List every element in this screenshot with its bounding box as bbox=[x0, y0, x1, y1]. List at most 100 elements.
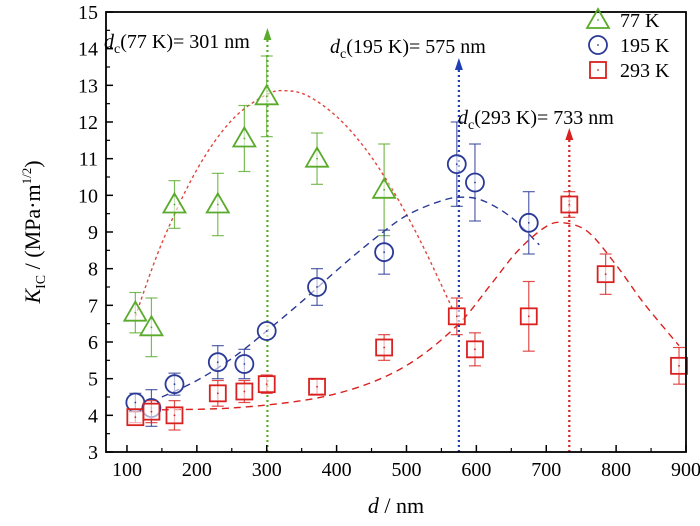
critical-size-label: dc(195 K)= 575 nm bbox=[330, 36, 486, 62]
y-tick-label: 13 bbox=[78, 75, 98, 97]
legend-label: 293 K bbox=[620, 60, 670, 82]
data-point-square bbox=[466, 340, 484, 359]
marker-center-dot bbox=[455, 163, 458, 166]
data-point-square bbox=[447, 307, 466, 326]
marker-center-dot bbox=[173, 203, 176, 206]
x-tick-label: 300 bbox=[252, 459, 282, 481]
data-point-circle bbox=[256, 321, 277, 341]
annot-sub: c bbox=[114, 42, 120, 57]
data-point-square bbox=[257, 375, 276, 394]
marker-center-dot bbox=[265, 330, 268, 332]
marker-center-dot bbox=[316, 385, 318, 388]
y-axis-unit: / (MPa·m bbox=[20, 184, 45, 274]
marker-center-dot bbox=[173, 414, 176, 417]
annot-var: d bbox=[104, 31, 115, 53]
critical-size-label: dc(293 K)= 733 nm bbox=[458, 107, 614, 133]
x-tick-label: 800 bbox=[601, 459, 631, 481]
marker-center-dot bbox=[134, 401, 137, 404]
legend-marker-square bbox=[589, 61, 607, 79]
data-point-circle bbox=[164, 374, 185, 395]
x-tick-label: 100 bbox=[112, 459, 142, 481]
y-tick-label: 5 bbox=[88, 369, 98, 391]
data-point-circle bbox=[465, 172, 485, 193]
data-point-circle bbox=[446, 154, 467, 175]
marker-center-dot bbox=[243, 390, 246, 393]
data-point-triangle bbox=[138, 314, 164, 337]
x-tick-label: 400 bbox=[322, 459, 352, 481]
data-point-square bbox=[208, 384, 227, 403]
x-tick-label: 600 bbox=[461, 459, 491, 481]
annot-var: d bbox=[330, 36, 341, 58]
y-tick-label: 15 bbox=[78, 2, 98, 24]
data-point-square bbox=[560, 195, 579, 214]
x-axis-unit: / nm bbox=[379, 493, 424, 518]
marker-center-dot bbox=[597, 19, 599, 21]
marker-center-dot bbox=[243, 363, 246, 365]
marker-center-dot bbox=[383, 346, 386, 349]
y-axis-title: KIC / (MPa·m1/2) bbox=[19, 160, 49, 304]
data-point-square bbox=[596, 265, 615, 284]
y-tick-label: 11 bbox=[79, 149, 98, 171]
marker-center-dot bbox=[134, 416, 137, 419]
annot-text: (293 K)= 733 nm bbox=[474, 107, 614, 129]
data-point-circle bbox=[234, 354, 255, 374]
marker-center-dot bbox=[216, 203, 219, 206]
critical-size-arrow-icon bbox=[263, 28, 272, 40]
fit-curve bbox=[161, 196, 540, 398]
marker-center-dot bbox=[243, 137, 246, 140]
data-point-triangle bbox=[254, 83, 280, 106]
axes: 100 200 300 400 500 600 700 800 900 3 4 5 6 7 8 9 10 11 12… bbox=[19, 2, 700, 518]
legend-marker-circle bbox=[588, 35, 608, 55]
y-tick-label: 9 bbox=[88, 222, 98, 244]
critical-size-label: dc(77 K)= 301 nm bbox=[104, 31, 250, 57]
x-axis-title: d / nm bbox=[368, 493, 424, 518]
data-point-circle bbox=[307, 277, 327, 297]
annot-text: (195 K)= 575 nm bbox=[346, 36, 486, 58]
marker-center-dot bbox=[150, 326, 153, 329]
data-markers bbox=[122, 55, 688, 431]
marker-center-dot bbox=[474, 348, 476, 351]
y-axis-unit-end: ) bbox=[20, 160, 45, 167]
marker-center-dot bbox=[150, 410, 153, 413]
data-point-triangle bbox=[205, 191, 231, 214]
marker-center-dot bbox=[216, 392, 219, 395]
y-tick-label: 6 bbox=[88, 332, 98, 354]
x-tick-label: 700 bbox=[531, 459, 561, 481]
y-tick-label: 3 bbox=[88, 442, 98, 464]
data-point-triangle bbox=[231, 125, 257, 148]
data-point-square bbox=[165, 406, 184, 425]
data-point-square bbox=[308, 377, 326, 396]
y-tick-label: 8 bbox=[88, 259, 98, 281]
annotations: dc(77 K)= 301 nm dc(195 K)= 575 nmdc(293 … bbox=[104, 31, 614, 133]
y-tick-label: 14 bbox=[78, 39, 98, 61]
legend-label: 195 K bbox=[620, 35, 670, 57]
x-tick-label: 900 bbox=[671, 459, 700, 481]
data-point-circle bbox=[207, 352, 228, 373]
data-point-square bbox=[670, 356, 688, 375]
marker-center-dot bbox=[265, 95, 268, 98]
legend: 77 K 195 K 293 K bbox=[585, 7, 670, 82]
marker-center-dot bbox=[597, 69, 599, 71]
fit-curve bbox=[161, 221, 680, 411]
y-axis-sub: IC bbox=[34, 275, 49, 289]
marker-center-dot bbox=[604, 273, 607, 276]
annot-var: d bbox=[458, 107, 469, 129]
data-point-triangle bbox=[122, 299, 148, 322]
marker-center-dot bbox=[316, 286, 318, 288]
marker-center-dot bbox=[474, 181, 476, 184]
marker-center-dot bbox=[216, 361, 219, 364]
marker-center-dot bbox=[383, 188, 386, 191]
marker-center-dot bbox=[568, 203, 571, 206]
x-tick-label: 500 bbox=[391, 459, 421, 481]
data-point-circle bbox=[374, 242, 395, 263]
x-tick-label: 200 bbox=[182, 459, 212, 481]
x-axis-var: d bbox=[368, 493, 380, 518]
data-point-square bbox=[375, 338, 394, 357]
marker-center-dot bbox=[173, 383, 176, 386]
y-tick-label: 10 bbox=[78, 185, 98, 207]
marker-center-dot bbox=[134, 311, 137, 314]
data-point-square bbox=[235, 382, 254, 401]
y-axis-var: K bbox=[20, 288, 45, 305]
